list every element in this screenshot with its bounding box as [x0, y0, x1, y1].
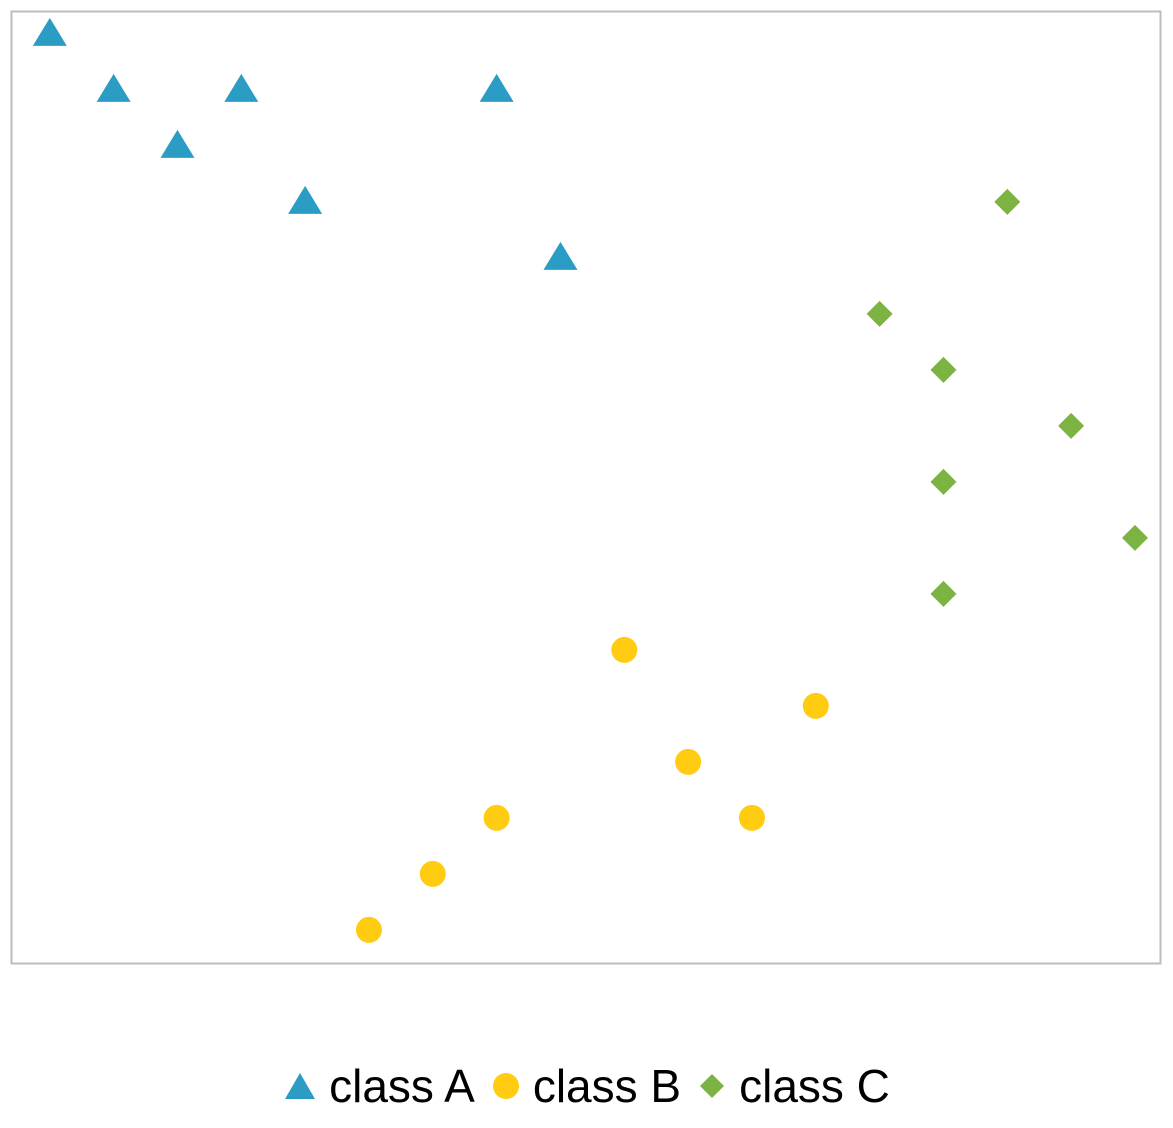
- data-point-class-c-7: [930, 580, 957, 607]
- data-point-class-c-5: [930, 468, 957, 495]
- data-point-class-a-7: [543, 241, 578, 270]
- data-point-class-b-6: [419, 860, 446, 887]
- data-point-class-a-5: [160, 129, 195, 158]
- legend: class A class B class C: [0, 1058, 1173, 1114]
- plot-frame: [10, 10, 1162, 965]
- data-point-class-b-4: [483, 804, 510, 831]
- legend-item-class-a: class A: [283, 1063, 475, 1109]
- legend-marker-class-c: [700, 1074, 725, 1098]
- data-point-class-b-3: [675, 748, 702, 775]
- data-point-class-a-1: [32, 17, 67, 46]
- data-point-class-c-4: [1058, 412, 1085, 439]
- data-point-class-c-1: [994, 188, 1021, 215]
- legend-label-class-a: class A: [329, 1060, 475, 1112]
- legend-item-class-c: class C: [697, 1063, 890, 1109]
- legend-label-class-b: class B: [532, 1060, 682, 1112]
- data-point-class-a-2: [96, 73, 131, 102]
- legend-marker-class-a: [285, 1073, 316, 1099]
- data-point-class-c-6: [1121, 524, 1148, 551]
- circle-icon: [492, 1073, 519, 1099]
- diamond-icon: [700, 1074, 725, 1098]
- data-point-class-a-6: [288, 185, 323, 214]
- triangle-icon: [285, 1073, 316, 1099]
- data-point-class-b-7: [355, 916, 382, 943]
- data-point-class-b-5: [738, 804, 765, 831]
- scatter-chart: [10, 10, 1162, 965]
- legend-marker-class-b: [492, 1073, 519, 1099]
- legend-item-class-b: class B: [491, 1063, 681, 1109]
- legend-label-class-c: class C: [739, 1060, 890, 1112]
- data-point-class-c-2: [866, 300, 893, 327]
- data-point-class-c-3: [930, 356, 957, 383]
- data-points: [32, 17, 1148, 943]
- data-point-class-a-3: [224, 73, 259, 102]
- data-point-class-a-4: [479, 73, 514, 102]
- data-point-class-b-2: [802, 692, 829, 719]
- data-point-class-b-1: [611, 636, 638, 663]
